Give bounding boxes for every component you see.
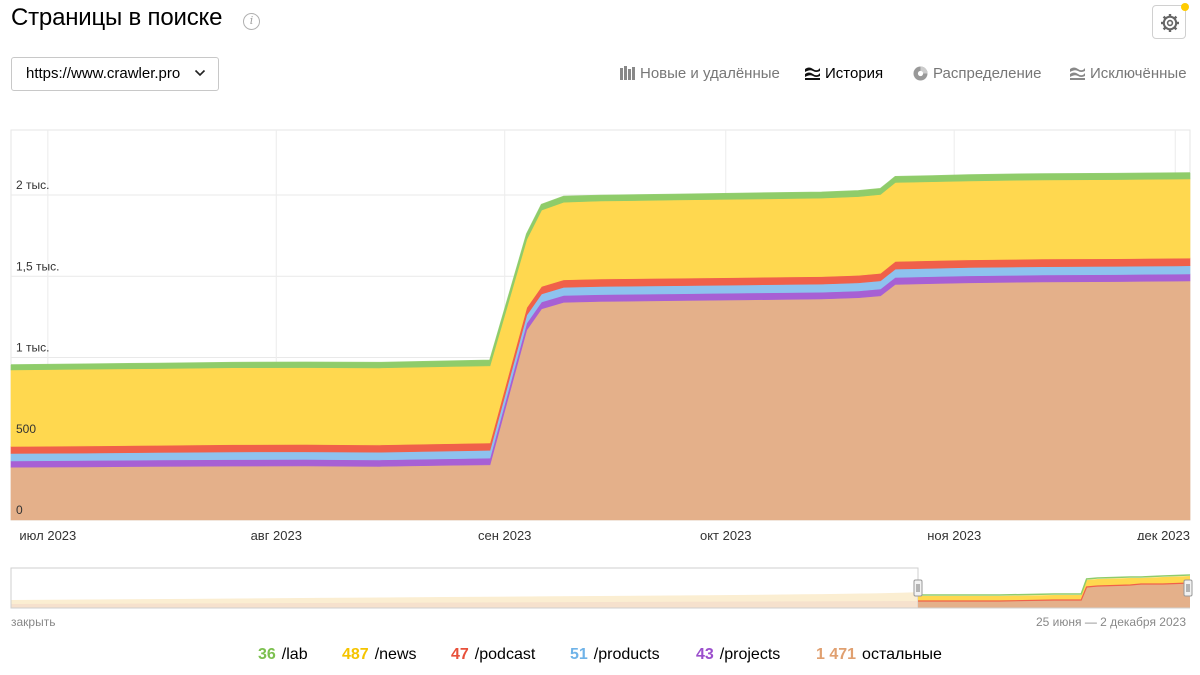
- legend-count: 43: [696, 646, 714, 663]
- stack-icon: [805, 67, 820, 80]
- y-tick-label: 500: [16, 422, 36, 436]
- legend-item-products[interactable]: 51/products: [570, 646, 660, 664]
- chart-svg: 0 500 1 тыс. 1,5 тыс. 2 тыс. июл 2023 авг 2023…: [10, 129, 1191, 540]
- legend-item-projects[interactable]: 43/projects: [696, 646, 780, 664]
- stack-icon: [1070, 67, 1085, 80]
- legend-label: /news: [374, 646, 417, 663]
- tab-label: Распределение: [933, 65, 1042, 82]
- x-tick-label: июл 2023: [19, 528, 76, 540]
- settings-button[interactable]: [1152, 5, 1186, 39]
- site-select-value: https://www.crawler.pro: [26, 65, 181, 82]
- legend-count: 487: [342, 646, 369, 663]
- navigator-overview-base: [11, 601, 918, 608]
- legend-label: /podcast: [474, 646, 536, 663]
- navigator-line-podcast: [918, 582, 1191, 602]
- legend-count: 51: [570, 646, 588, 663]
- line-lab: [10, 172, 1191, 366]
- tab-label: Исключённые: [1090, 65, 1187, 82]
- legend-item-podcast[interactable]: 47/podcast: [451, 646, 535, 664]
- y-tick-label: 2 тыс.: [16, 178, 49, 192]
- navigator-area-news: [918, 576, 1190, 601]
- close-link[interactable]: закрыть: [11, 615, 56, 629]
- legend-label: /lab: [281, 646, 308, 663]
- pie-icon: [913, 66, 928, 81]
- y-tick-label: 1,5 тыс.: [16, 259, 59, 273]
- legend-count: 1 471: [816, 646, 857, 663]
- view-tabs: Новые и удалённые История Распределение …: [0, 64, 1200, 86]
- legend-item-news[interactable]: 487/news: [342, 646, 417, 664]
- info-icon[interactable]: i: [243, 13, 260, 30]
- x-tick-label: авг 2023: [251, 528, 302, 540]
- date-range: 25 июня — 2 декабря 2023: [1036, 615, 1186, 629]
- history-chart: 0 500 1 тыс. 1,5 тыс. 2 тыс. июл 2023 авг 2023…: [0, 120, 1200, 540]
- x-tick-label: дек 2023: [1137, 528, 1190, 540]
- navigator-handle-left[interactable]: [913, 579, 923, 597]
- legend: 36/lab 487/news 47/podcast 51/products 4…: [0, 646, 1200, 668]
- x-tick-label: окт 2023: [700, 528, 752, 540]
- legend-count: 47: [451, 646, 469, 663]
- navigator-svg: [10, 567, 1193, 609]
- x-tick-label: сен 2023: [478, 528, 531, 540]
- tab-label: История: [825, 65, 884, 82]
- y-tick-label: 1 тыс.: [16, 341, 49, 355]
- site-select[interactable]: https://www.crawler.pro: [11, 57, 219, 91]
- legend-item-lab[interactable]: 36/lab: [258, 646, 308, 664]
- navigator-area-other: [918, 583, 1190, 608]
- chevron-down-icon: [194, 69, 206, 77]
- legend-item-other[interactable]: 1 471 остальные: [816, 646, 942, 664]
- legend-label: /products: [593, 646, 660, 663]
- range-navigator[interactable]: [0, 560, 1200, 615]
- gear-icon: [1161, 14, 1179, 32]
- legend-label: /projects: [719, 646, 781, 663]
- x-tick-label: ноя 2023: [927, 528, 981, 540]
- legend-count: 36: [258, 646, 276, 663]
- y-tick-label: 0: [16, 503, 23, 517]
- notification-dot: [1181, 3, 1189, 11]
- page-title: Страницы в поиске: [11, 4, 223, 31]
- navigator-line-lab: [918, 574, 1191, 596]
- tab-label: Новые и удалённые: [640, 65, 780, 82]
- navigator-handle-right[interactable]: [1183, 579, 1193, 597]
- legend-label: остальные: [862, 646, 942, 663]
- bars-icon: [620, 66, 635, 80]
